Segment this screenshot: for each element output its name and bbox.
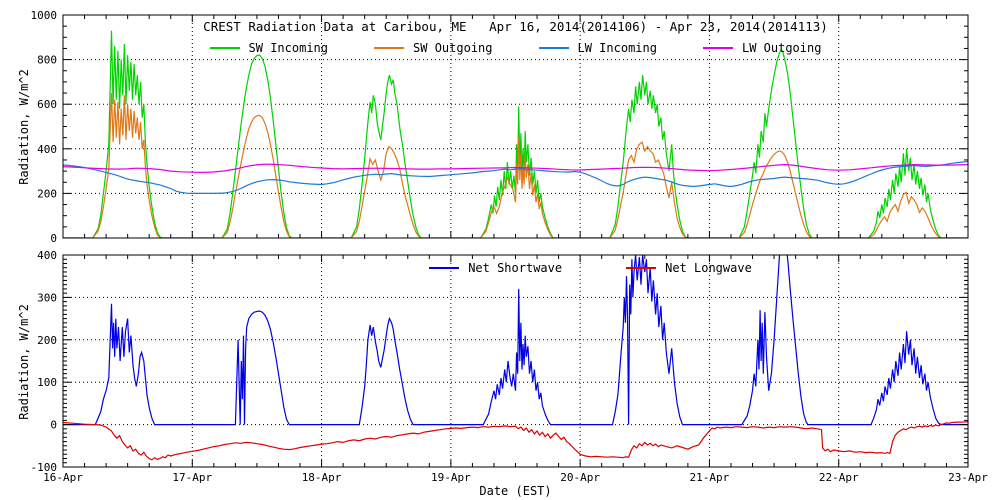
x-tick-label: 19-Apr — [431, 471, 471, 484]
legend-label: LW Incoming — [577, 41, 657, 55]
x-tick-label: 20-Apr — [560, 471, 600, 484]
series-sw-outgoing — [63, 92, 968, 238]
y-tick-label: 600 — [37, 98, 57, 111]
legend-line-swatch — [429, 267, 460, 269]
series-sw-incoming — [63, 30, 968, 238]
y-axis-label-top: Radiation, W/m^2 — [17, 69, 31, 185]
y-tick-label: -100 — [31, 461, 58, 474]
legend-top-panel: SW Incoming SW Outgoing LW Incoming LW Outg… — [63, 41, 968, 55]
legend-item: LW Incoming — [538, 41, 657, 55]
x-tick-label: 17-Apr — [172, 471, 212, 484]
legend-item: SW Outgoing — [374, 41, 493, 55]
legend-line-swatch — [538, 47, 569, 49]
panel-top: 0 200 400 600 800 1000 — [31, 9, 969, 245]
panel-bottom: -100 0 100 200 300 400 16-Apr 17-Apr 18-Apr 19-Ap… — [31, 249, 989, 484]
series-net-longwave — [63, 421, 968, 461]
legend-label: SW Outgoing — [413, 41, 493, 55]
legend-label: Net Longwave — [665, 261, 752, 275]
legend-item: LW Outgoing — [702, 41, 822, 55]
x-tick-label: 23-Apr — [948, 471, 988, 484]
legend-item: Net Shortwave — [429, 261, 562, 275]
legend-line-swatch — [702, 47, 733, 49]
series-lw-outgoing — [63, 163, 968, 174]
y-tick-label: 400 — [37, 143, 57, 156]
legend-bottom-panel: Net Shortwave Net Longwave — [63, 261, 968, 275]
y-tick-label: 200 — [37, 334, 57, 347]
x-tick-label: 18-Apr — [302, 471, 342, 484]
legend-line-swatch — [626, 267, 657, 269]
legend-label: Net Shortwave — [468, 261, 563, 275]
x-tick-label: 22-Apr — [819, 471, 859, 484]
x-axis-label: Date (EST) — [479, 484, 552, 498]
legend-label: LW Outgoing — [741, 41, 822, 55]
y-tick-label: 400 — [37, 249, 57, 262]
legend-line-swatch — [374, 47, 405, 49]
y-tick-label: 300 — [37, 291, 57, 304]
y-tick-label: 1000 — [31, 9, 58, 22]
chart-title: CREST Radiation Data at Caribou, ME Apr … — [203, 19, 828, 34]
y-tick-label: 800 — [37, 54, 57, 67]
legend-item: SW Incoming — [209, 41, 329, 55]
legend-item: Net Longwave — [626, 261, 752, 275]
y-tick-label: 200 — [37, 187, 57, 200]
y-tick-label: 100 — [37, 376, 57, 389]
series-lw-incoming — [63, 160, 968, 194]
legend-line-swatch — [209, 47, 240, 49]
panel-frame — [62, 254, 969, 468]
y-axis-label-bottom: Radiation, W/m^2 — [17, 304, 31, 420]
x-tick-label: 21-Apr — [690, 471, 730, 484]
y-tick-label: 0 — [50, 419, 57, 432]
x-tick-label: 16-Apr — [43, 471, 83, 484]
y-tick-label: 0 — [50, 232, 57, 245]
series-net-shortwave — [63, 255, 968, 426]
legend-label: SW Incoming — [248, 41, 329, 55]
